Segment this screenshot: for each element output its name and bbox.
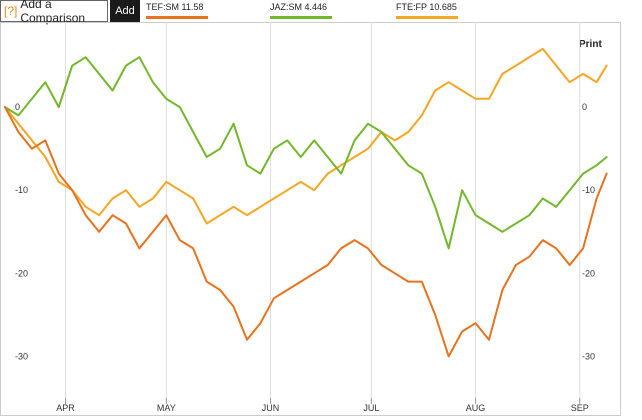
print-button[interactable]: Print	[579, 39, 602, 50]
legend-label-fte: FTE:FP 10.685	[396, 2, 457, 12]
series-line-tef	[4, 106, 608, 358]
y-tick-label-right: -10	[582, 185, 595, 195]
toolbar: [?] Add a Comparison Add TEF:SM 11.58 JA…	[0, 0, 642, 25]
legend-swatch-fte	[396, 16, 458, 19]
series-line-fte	[4, 47, 608, 225]
legend-label-jaz: JAZ:SM 4.446	[270, 2, 328, 12]
legend-label-tef: TEF:SM 11.58	[146, 2, 204, 12]
legend-item-jaz: JAZ:SM 4.446	[270, 2, 332, 19]
legend-swatch-tef	[146, 16, 208, 19]
y-tick-label-left: -30	[15, 351, 28, 361]
x-tick-label: MAY	[157, 403, 176, 413]
plot-border	[0, 22, 621, 416]
legend-swatch-jaz	[270, 16, 332, 19]
help-icon: [?]	[4, 4, 18, 18]
legend-item-fte: FTE:FP 10.685	[396, 2, 458, 19]
add-comparison-label: Add a Comparison	[20, 0, 86, 25]
series-line-jaz	[4, 56, 608, 250]
x-tick-label: JUN	[262, 403, 280, 413]
y-tick-label-right: -20	[582, 268, 595, 278]
y-tick-label-left: 0	[15, 102, 20, 112]
y-tick-label-right: -30	[582, 351, 595, 361]
x-tick-label: SEP	[571, 403, 589, 413]
x-tick-label: APR	[56, 403, 75, 413]
y-tick-label-left: -20	[15, 268, 28, 278]
add-button[interactable]: Add	[110, 0, 140, 22]
y-tick-label-right: 0	[582, 102, 587, 112]
legend-item-tef: TEF:SM 11.58	[146, 2, 208, 19]
y-tick-label-left: -10	[15, 185, 28, 195]
x-tick-label: JUL	[363, 403, 379, 413]
add-comparison-button[interactable]: [?] Add a Comparison	[0, 0, 108, 25]
x-tick-label: AUG	[466, 403, 486, 413]
